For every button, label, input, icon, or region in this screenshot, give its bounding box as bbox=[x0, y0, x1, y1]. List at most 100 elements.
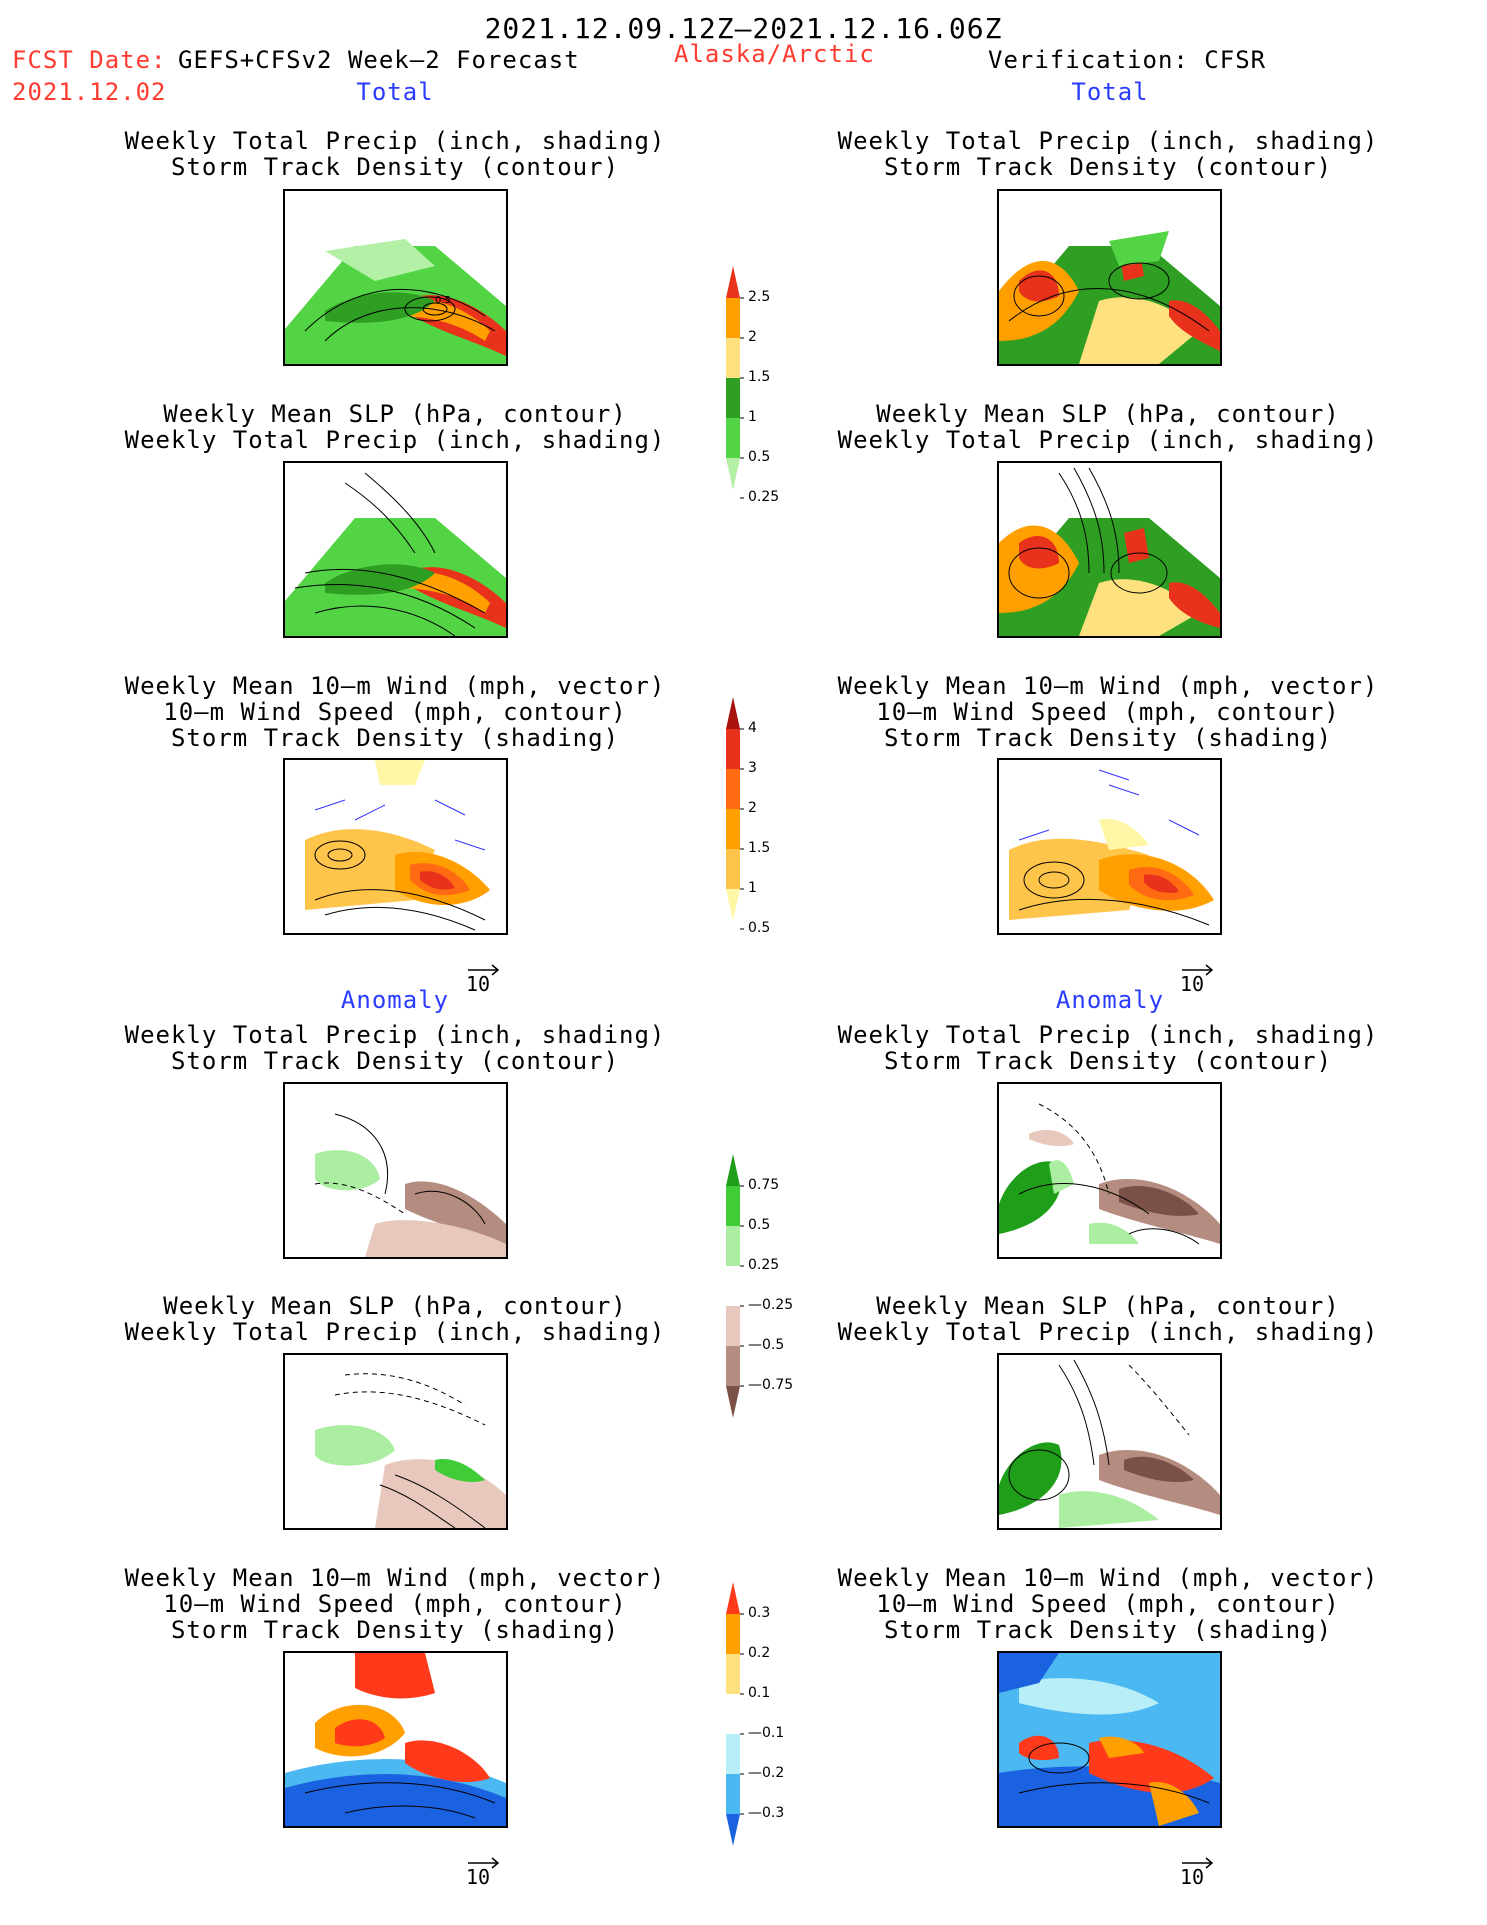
colorbar-segment bbox=[726, 1306, 740, 1346]
arrow-icon bbox=[466, 958, 502, 976]
colorbar-label: 1.5 bbox=[748, 840, 771, 856]
region-label: Alaska/Arctic bbox=[674, 40, 875, 68]
map-total-slp-precip-verification bbox=[997, 461, 1222, 638]
map-total-slp-precip-forecast bbox=[283, 461, 508, 638]
panel-title-l6: Weekly Mean 10—m Wind (mph, vector) 10—m … bbox=[124, 1564, 666, 1644]
panel-title-r2: Weekly Mean SLP (hPa, contour) Weekly Tot… bbox=[837, 400, 1379, 454]
colorbar-label: 0.25 bbox=[748, 489, 780, 505]
map-anom-precip-track-forecast bbox=[283, 1082, 508, 1259]
vector-ref-label: 10 bbox=[466, 972, 491, 996]
colorbar-label: 0.5 bbox=[748, 449, 771, 465]
verification-label: Verification: CFSR bbox=[988, 46, 1267, 74]
colorbar-segment bbox=[726, 458, 740, 490]
map-total-wind-verification bbox=[997, 758, 1222, 935]
arrow-icon bbox=[1180, 1851, 1216, 1869]
colorbar-segment bbox=[726, 1614, 740, 1654]
panel-title-r3: Weekly Mean 10—m Wind (mph, vector) 10—m … bbox=[837, 672, 1379, 752]
colorbar-segment bbox=[726, 1582, 740, 1614]
colorbar-label: 0.75 bbox=[748, 1177, 780, 1193]
map-anom-slp-precip-verification bbox=[997, 1353, 1222, 1530]
colorbar-label: 0.5 bbox=[748, 920, 771, 936]
vector-ref-label: 10 bbox=[1180, 972, 1205, 996]
colorbar-segment bbox=[726, 1694, 740, 1734]
colorbar-track-anom: 0.3 0.2 0.1 —0.1 —0.2 —0.3 bbox=[718, 1582, 808, 1870]
colorbar-label: 2.5 bbox=[748, 289, 771, 305]
colorbar-label: 4 bbox=[748, 720, 757, 736]
colorbar-segment bbox=[726, 1774, 740, 1814]
panel-title-r5: Weekly Mean SLP (hPa, contour) Weekly Tot… bbox=[837, 1292, 1379, 1346]
colorbar-label: 0.3 bbox=[748, 1605, 771, 1621]
section-total-left: Total bbox=[356, 78, 434, 106]
colorbar-label: 0.25 bbox=[748, 1257, 780, 1273]
colorbar-label: —0.25 bbox=[748, 1297, 794, 1313]
main-title: 2021.12.09.12Z—2021.12.16.06Z bbox=[484, 12, 1003, 45]
svg-text:0.5: 0.5 bbox=[435, 295, 451, 306]
colorbar-segment bbox=[726, 1734, 740, 1774]
colorbar-label: 0.2 bbox=[748, 1645, 771, 1661]
colorbar-segment bbox=[726, 1814, 740, 1846]
colorbar-label: —0.3 bbox=[748, 1805, 785, 1821]
panel-title-l4: Weekly Total Precip (inch, shading) Storm… bbox=[124, 1021, 666, 1075]
colorbar-label: —0.1 bbox=[748, 1725, 785, 1741]
section-anomaly-right: Anomaly bbox=[1055, 986, 1165, 1014]
vector-ref-label: 10 bbox=[1180, 1865, 1205, 1889]
colorbar-segment bbox=[726, 1186, 740, 1226]
map-anom-slp-precip-forecast bbox=[283, 1353, 508, 1530]
arrow-icon bbox=[466, 1851, 502, 1869]
section-anomaly-left: Anomaly bbox=[340, 986, 450, 1014]
colorbar-segment bbox=[726, 1346, 740, 1386]
map-total-precip-track-verification bbox=[997, 189, 1222, 366]
colorbar-label: —0.5 bbox=[748, 1337, 785, 1353]
vector-ref-r6: 10 bbox=[1180, 1851, 1216, 1889]
colorbar-segment bbox=[726, 266, 740, 298]
vector-ref-r3: 10 bbox=[1180, 958, 1216, 996]
colorbar-label: 2 bbox=[748, 800, 757, 816]
colorbar-track-total: 4 3 2 1.5 1 0.5 bbox=[718, 697, 798, 985]
vector-ref-l6: 10 bbox=[466, 1851, 502, 1889]
map-anom-wind-forecast bbox=[283, 1651, 508, 1828]
colorbar-label: 0.1 bbox=[748, 1685, 771, 1701]
colorbar-label: —0.75 bbox=[748, 1377, 794, 1393]
colorbar-segment bbox=[726, 418, 740, 458]
colorbar-segment bbox=[726, 1654, 740, 1694]
colorbar-segment bbox=[726, 1154, 740, 1186]
map-anom-wind-verification bbox=[997, 1651, 1222, 1828]
panel-title-r4: Weekly Total Precip (inch, shading) Storm… bbox=[837, 1021, 1379, 1075]
colorbar-label: 3 bbox=[748, 760, 757, 776]
colorbar-precip-total: 2.5 2 1.5 1 0.5 0.25 bbox=[718, 266, 798, 554]
panel-title-r1: Weekly Total Precip (inch, shading) Storm… bbox=[837, 127, 1379, 181]
colorbar-label: —0.2 bbox=[748, 1765, 785, 1781]
colorbar-label: 2 bbox=[748, 329, 757, 345]
map-total-wind-forecast bbox=[283, 758, 508, 935]
colorbar-segment bbox=[726, 298, 740, 338]
panel-title-l5: Weekly Mean SLP (hPa, contour) Weekly Tot… bbox=[124, 1292, 666, 1346]
colorbar-segment bbox=[726, 1266, 740, 1306]
colorbar-segment bbox=[726, 378, 740, 418]
colorbar-segment bbox=[726, 809, 740, 849]
colorbar-label: 1 bbox=[748, 880, 757, 896]
colorbar-segment bbox=[726, 729, 740, 769]
colorbar-segment bbox=[726, 338, 740, 378]
colorbar-segment bbox=[726, 849, 740, 889]
colorbar-segment bbox=[726, 769, 740, 809]
colorbar-segment bbox=[726, 1226, 740, 1266]
section-total-right: Total bbox=[1071, 78, 1149, 106]
colorbar-label: 0.5 bbox=[748, 1217, 771, 1233]
panel-title-l3: Weekly Mean 10—m Wind (mph, vector) 10—m … bbox=[124, 672, 666, 752]
vector-ref-l3: 10 bbox=[466, 958, 502, 996]
panel-title-l2: Weekly Mean SLP (hPa, contour) Weekly Tot… bbox=[124, 400, 666, 454]
colorbar-precip-anom: 0.75 0.5 0.25 —0.25 —0.5 —0.75 bbox=[718, 1154, 808, 1442]
vector-ref-label: 10 bbox=[466, 1865, 491, 1889]
fcst-date-label: FCST Date: bbox=[12, 46, 167, 74]
model-label: GEFS+CFSv2 Week—2 Forecast bbox=[178, 46, 580, 74]
colorbar-segment bbox=[726, 889, 740, 921]
arrow-icon bbox=[1180, 958, 1216, 976]
panel-title-r6: Weekly Mean 10—m Wind (mph, vector) 10—m … bbox=[837, 1564, 1379, 1644]
colorbar-label: 1.5 bbox=[748, 369, 771, 385]
map-total-precip-track-forecast: 0.5 bbox=[283, 189, 508, 366]
fcst-date-value: 2021.12.02 bbox=[12, 78, 167, 106]
map-anom-precip-track-verification bbox=[997, 1082, 1222, 1259]
colorbar-segment bbox=[726, 1386, 740, 1418]
colorbar-segment bbox=[726, 697, 740, 729]
colorbar-label: 1 bbox=[748, 409, 757, 425]
